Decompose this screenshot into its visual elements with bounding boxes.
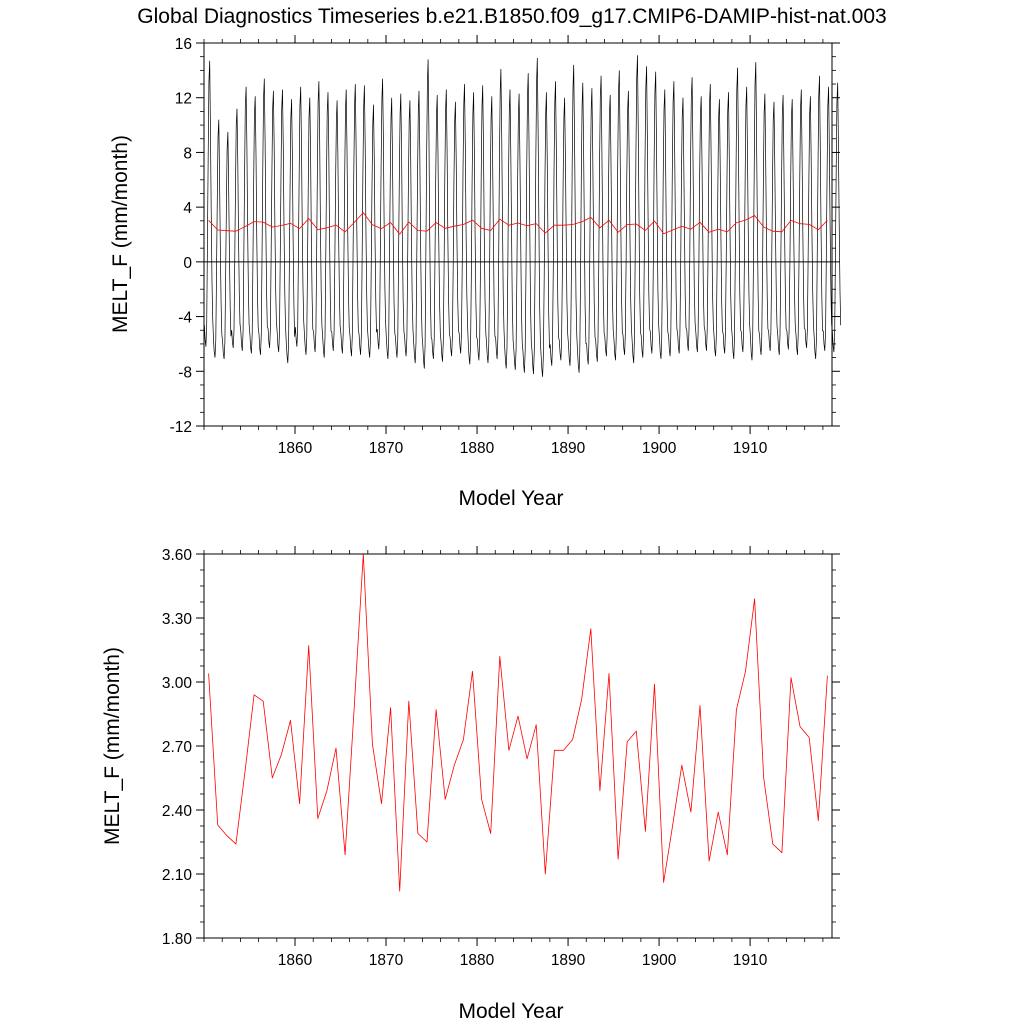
x-tick-label: 1910 — [733, 952, 768, 969]
y-tick-label: 3.30 — [162, 611, 193, 628]
bottom-x-axis-title: Model Year — [458, 1000, 563, 1023]
top-annual-series — [208, 212, 828, 235]
annual-series-line — [208, 212, 828, 235]
top-plot-frame — [203, 42, 833, 427]
annual-timeseries-panel: 1860 1870 1880 1890 1900 1910 1.80 2.10 2.40 2.7… — [101, 546, 840, 1023]
top-x-axis-ticks: 1860 1870 1880 1890 1900 1910 — [278, 35, 768, 457]
y-tick-label: 0 — [183, 255, 192, 272]
y-tick-label: 8 — [183, 145, 192, 162]
y-tick-label: 3.00 — [162, 675, 193, 692]
bottom-plot-frame — [203, 553, 833, 939]
monthly-timeseries-panel: 1860 1870 1880 1890 1900 1910 -12-8-40481216 … — [109, 35, 842, 510]
top-minor-ticks — [200, 39, 836, 430]
y-tick-label: 16 — [175, 36, 192, 53]
x-tick-label: 1880 — [460, 440, 495, 457]
bottom-y-axis-title: MELT_F (mm/month) — [101, 647, 124, 845]
x-tick-label: 1860 — [278, 952, 313, 969]
top-monthly-series — [204, 55, 842, 377]
y-tick-label: 12 — [175, 91, 192, 108]
bottom-y-axis-ticks: 1.80 2.10 2.40 2.70 3.00 3.30 3.60 — [162, 547, 840, 948]
top-y-axis-ticks: -12 -8 -4 0 4 8 12 16 — [170, 36, 840, 436]
y-tick-label: 2.10 — [162, 867, 193, 884]
x-tick-label: 1900 — [642, 952, 677, 969]
y-tick-label: -8 — [178, 364, 192, 381]
top-y-axis-title: MELT_F (mm/month) — [109, 135, 132, 333]
annual-series-line — [208, 553, 828, 892]
figure-title: Global Diagnostics Timeseries b.e21.B185… — [137, 5, 886, 28]
bottom-minor-ticks — [200, 550, 836, 942]
y-tick-label: 2.70 — [162, 739, 193, 756]
monthly-series-line — [204, 55, 842, 377]
y-tick-label: -4 — [178, 310, 192, 327]
y-tick-label: 1.80 — [162, 931, 193, 948]
bottom-annual-series — [208, 553, 828, 892]
bottom-x-axis-ticks: 1860 1870 1880 1890 1900 1910 — [278, 546, 768, 969]
x-tick-label: 1910 — [733, 440, 768, 457]
top-x-axis-title: Model Year — [458, 487, 563, 510]
y-tick-label: -12 — [170, 419, 192, 436]
y-tick-label: 4 — [183, 200, 192, 217]
x-tick-label: 1860 — [278, 440, 313, 457]
x-tick-label: 1890 — [551, 440, 586, 457]
y-tick-label: 2.40 — [162, 803, 193, 820]
x-tick-label: 1900 — [642, 440, 677, 457]
x-tick-label: 1890 — [551, 952, 586, 969]
x-tick-label: 1880 — [460, 952, 495, 969]
x-tick-label: 1870 — [369, 952, 404, 969]
y-tick-label: 3.60 — [162, 547, 193, 564]
x-tick-label: 1870 — [369, 440, 404, 457]
